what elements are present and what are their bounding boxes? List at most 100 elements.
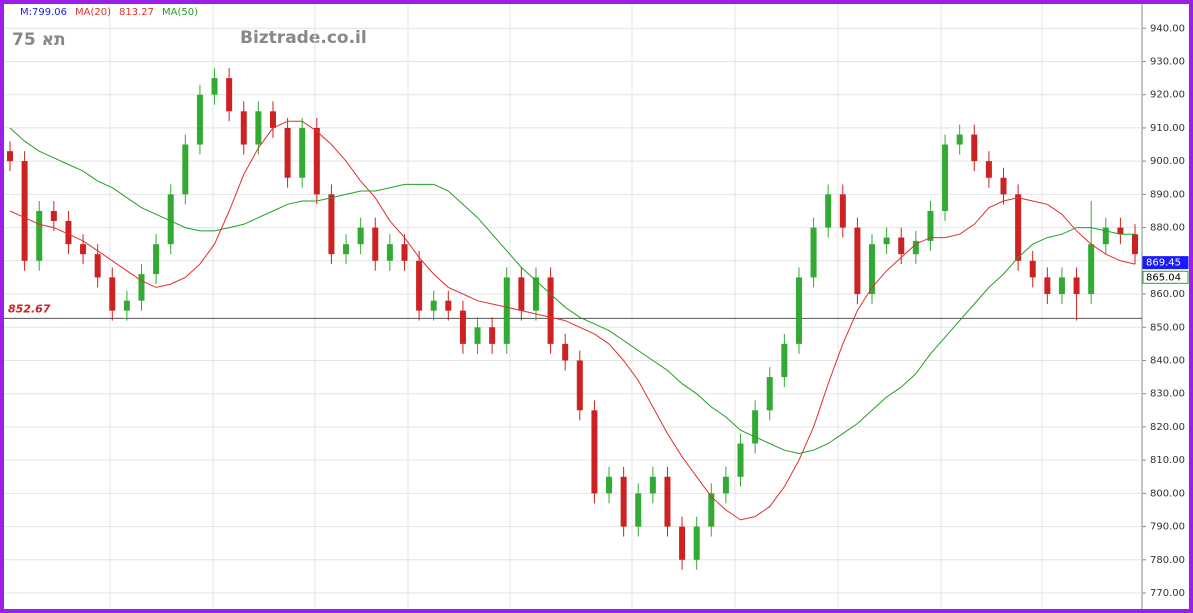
candle-body (7, 151, 13, 162)
y-tick-label: 770.00 (1150, 588, 1185, 599)
candle-body (372, 227, 379, 261)
candle-body (1015, 194, 1022, 261)
y-tick-label: 850.00 (1150, 322, 1185, 333)
y-tick-label: 790.00 (1150, 522, 1185, 533)
candle-body (1058, 277, 1065, 295)
candle-body (416, 260, 423, 311)
candle-body (562, 343, 569, 361)
candle-body (854, 227, 861, 295)
candle-body (1088, 244, 1095, 295)
candle-body (635, 493, 642, 527)
candle-body (722, 476, 729, 494)
candle-body (196, 94, 203, 145)
candle-body (971, 134, 978, 162)
candle-body (839, 194, 846, 228)
candle-body (445, 300, 452, 311)
candle-body (94, 254, 101, 278)
candle-body (284, 127, 291, 178)
ma-line (9, 127, 1135, 455)
candle-body (65, 220, 72, 245)
candle-body (1000, 177, 1007, 195)
y-tick-label: 840.00 (1150, 355, 1185, 366)
candle-body (299, 127, 306, 178)
candle-body (942, 144, 949, 211)
last-value-label: 865.04 (1146, 272, 1181, 283)
candle-body (956, 134, 963, 145)
candle-body (401, 244, 408, 261)
watermark: תא 75 (12, 30, 66, 50)
candle-body (532, 277, 539, 311)
y-tick-label: 930.00 (1150, 56, 1185, 67)
legend-entry: MA(50) (162, 7, 198, 18)
candle-body (21, 161, 28, 261)
grid (4, 4, 1146, 609)
candle-body (1073, 277, 1080, 295)
candle-body (36, 210, 43, 261)
candle-body (649, 476, 656, 494)
candle-body (664, 476, 671, 527)
candle-body (182, 144, 189, 195)
candle-body (1132, 234, 1138, 255)
candle-body (313, 127, 320, 195)
candle-body (138, 274, 145, 301)
candle-body (591, 410, 598, 494)
candle-body (547, 277, 554, 344)
candle-body (357, 227, 364, 245)
last-value-label: 869.45 (1146, 258, 1181, 269)
y-tick-label: 860.00 (1150, 289, 1185, 300)
candle-body (123, 300, 130, 311)
candle-body (576, 360, 583, 411)
candle-body (459, 310, 466, 344)
candle-body (50, 210, 57, 221)
candle-body (226, 78, 233, 112)
y-tick-label: 810.00 (1150, 455, 1185, 466)
candle-body (693, 526, 700, 560)
reference-label: 852.67 (8, 302, 51, 315)
candle-body (679, 526, 686, 560)
last-value-box (1142, 256, 1189, 270)
candle-body (430, 300, 437, 311)
candle-body (912, 240, 919, 255)
candle-body (211, 78, 218, 95)
candle-body (518, 277, 525, 311)
candle-body (153, 244, 160, 275)
candle-body (1044, 277, 1051, 295)
candle-body (606, 476, 613, 494)
candle-body (795, 277, 802, 344)
y-tick-label: 920.00 (1150, 90, 1185, 101)
candle-body (781, 343, 788, 378)
marks (7, 68, 1138, 570)
candle-body (109, 277, 116, 311)
candle-body (825, 194, 832, 228)
y-tick-label: 830.00 (1150, 389, 1185, 400)
candle-body (167, 194, 174, 245)
candle-body (708, 493, 715, 527)
candle-body (1029, 260, 1036, 278)
legend-entry: MA(20) (75, 7, 111, 18)
y-tick-label: 890.00 (1150, 189, 1185, 200)
y-tick-label: 910.00 (1150, 123, 1185, 134)
candle-body (927, 210, 934, 241)
candle-body (503, 277, 510, 344)
candle-body (737, 443, 744, 477)
candle-body (240, 111, 247, 145)
candle-body (255, 111, 262, 145)
source: Biztrade.co.il (240, 28, 367, 48)
legend-value: 813.27 (119, 7, 154, 18)
candle-body (898, 237, 905, 255)
candle-body (386, 244, 393, 261)
candle-body (869, 244, 876, 295)
y-tick-label: 780.00 (1150, 555, 1185, 566)
candle-body (1117, 227, 1124, 235)
candle-body (269, 111, 276, 128)
candle-body (80, 244, 87, 255)
candle-body (474, 327, 481, 344)
candle-body (985, 161, 992, 178)
y-tick-label: 820.00 (1150, 422, 1185, 433)
y-tick-label: 900.00 (1150, 156, 1185, 167)
candle-body (752, 410, 759, 444)
candle-body (343, 244, 350, 255)
ma-line (9, 120, 1136, 521)
candle-body (1102, 227, 1109, 245)
